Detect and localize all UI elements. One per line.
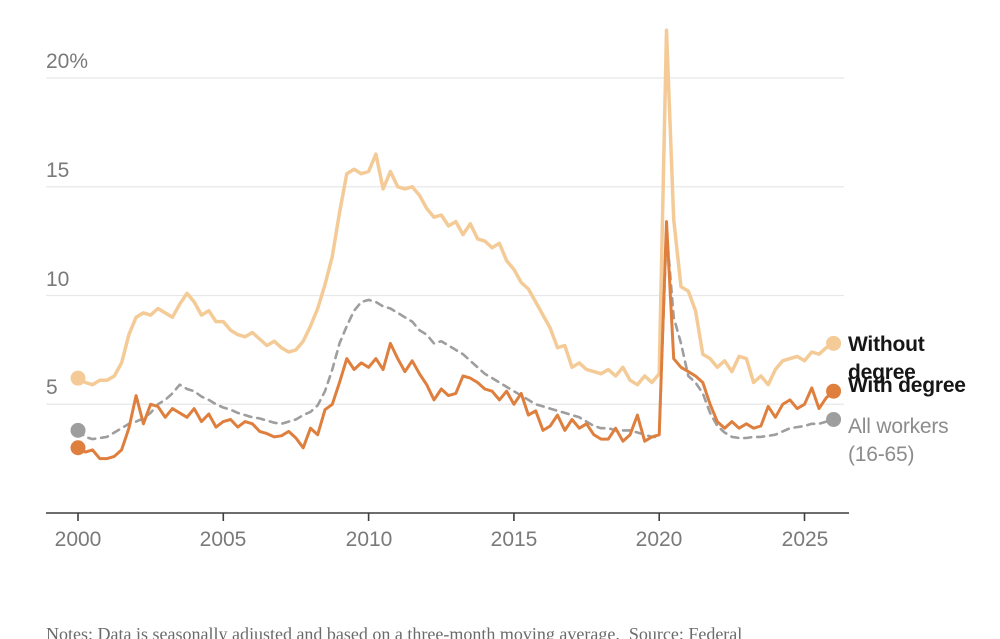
series-line-all-workers-16-65: [76, 229, 835, 441]
series-start-dot-with-degree: [70, 440, 86, 456]
chart-notes: Notes: Data is seasonally adjusted and b…: [46, 571, 976, 639]
x-tick-label-2010: 2010: [345, 528, 393, 551]
x-tick-label-2005: 2005: [199, 528, 247, 551]
x-tick-label-2000: 2000: [54, 528, 102, 551]
series-line-without-degree: [76, 28, 836, 387]
legend-label-with-degree: With degree: [848, 374, 966, 397]
y-tick-label-10: 10: [46, 268, 70, 291]
series-start-dot-all-workers-16-65: [70, 422, 86, 438]
series-start-dot-without-degree: [70, 370, 86, 386]
x-tick-label-2015: 2015: [490, 528, 538, 551]
series-end-dot-without-degree: [826, 335, 842, 351]
series-line-with-degree: [76, 220, 836, 461]
legend-label-all-workers: All workers (16-65): [848, 415, 949, 466]
y-tick-label-20: 20%: [46, 50, 89, 73]
y-tick-label-15: 15: [46, 159, 70, 182]
series-end-dot-all-workers-16-65: [826, 411, 842, 427]
notes-line-1: Notes: Data is seasonally adjusted and b…: [46, 624, 743, 639]
y-tick-label-5: 5: [46, 376, 58, 399]
x-tick-label-2020: 2020: [635, 528, 683, 551]
series-end-dot-with-degree: [826, 383, 842, 399]
x-tick-label-2025: 2025: [781, 528, 829, 551]
legend-label-without-degree: Without degree: [848, 333, 925, 384]
